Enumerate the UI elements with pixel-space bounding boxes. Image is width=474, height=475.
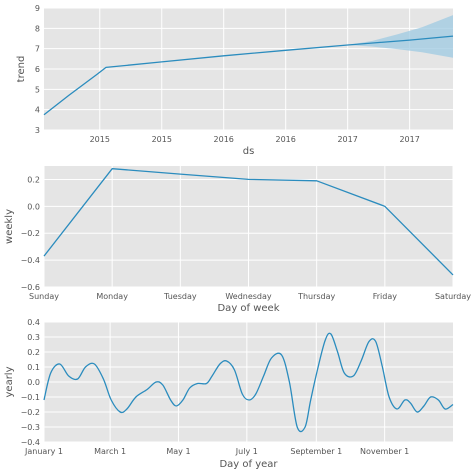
y-tick-label: −0.2 <box>21 408 40 417</box>
y-tick-label: 0.0 <box>27 202 40 211</box>
x-tick-label: Wednesday <box>225 292 272 301</box>
y-tick-label: 7 <box>35 45 40 54</box>
y-axis-label: trend <box>16 56 27 83</box>
y-tick-label: −0.4 <box>21 438 40 447</box>
x-axis-label: Day of year <box>219 459 278 470</box>
x-tick-label: 2016 <box>214 135 234 144</box>
x-tick-label: July 1 <box>235 447 258 456</box>
x-tick-label: January 1 <box>24 447 63 456</box>
y-axis-label: weekly <box>4 209 15 244</box>
y-tick-label: 0.4 <box>27 318 40 327</box>
x-tick-label: 2017 <box>337 135 357 144</box>
y-tick-label: 0.3 <box>27 333 40 342</box>
x-tick-label: September 1 <box>290 447 342 456</box>
x-tick-label: Saturday <box>435 292 471 301</box>
x-tick-label: March 1 <box>94 447 126 456</box>
x-axis-label: Day of week <box>217 303 279 314</box>
y-tick-label: 6 <box>35 65 40 74</box>
uncertainty-band <box>347 15 453 58</box>
x-tick-label: 2015 <box>90 135 110 144</box>
x-tick-label: May 1 <box>166 447 190 456</box>
y-tick-label: 3 <box>35 126 40 135</box>
y-tick-label: −0.2 <box>21 229 40 238</box>
y-tick-label: −0.3 <box>21 423 40 432</box>
y-tick-label: 9 <box>35 4 40 13</box>
x-tick-label: Tuesday <box>163 292 197 301</box>
x-tick-label: Sunday <box>29 292 59 301</box>
x-tick-label: 2015 <box>152 135 172 144</box>
x-tick-label: Thursday <box>297 292 335 301</box>
y-tick-label: 0.2 <box>27 175 40 184</box>
y-tick-label: 4 <box>35 106 40 115</box>
y-tick-label: 0.0 <box>27 378 40 387</box>
y-tick-label: −0.1 <box>21 393 40 402</box>
y-tick-label: −0.6 <box>21 283 40 292</box>
y-tick-label: 8 <box>35 24 40 33</box>
y-tick-label: −0.4 <box>21 256 40 265</box>
y-tick-label: 0.2 <box>27 348 40 357</box>
x-tick-label: November 1 <box>360 447 409 456</box>
x-tick-label: Friday <box>373 292 398 301</box>
x-axis-label: ds <box>243 146 255 157</box>
series-line <box>43 168 454 276</box>
x-tick-label: 2017 <box>399 135 419 144</box>
y-tick-label: 5 <box>35 85 40 94</box>
x-tick-label: 2016 <box>276 135 296 144</box>
y-tick-label: 0.1 <box>27 363 40 372</box>
x-tick-label: Monday <box>96 292 128 301</box>
series-line <box>43 332 454 433</box>
series-line <box>43 35 454 116</box>
y-axis-label: yearly <box>4 366 15 397</box>
